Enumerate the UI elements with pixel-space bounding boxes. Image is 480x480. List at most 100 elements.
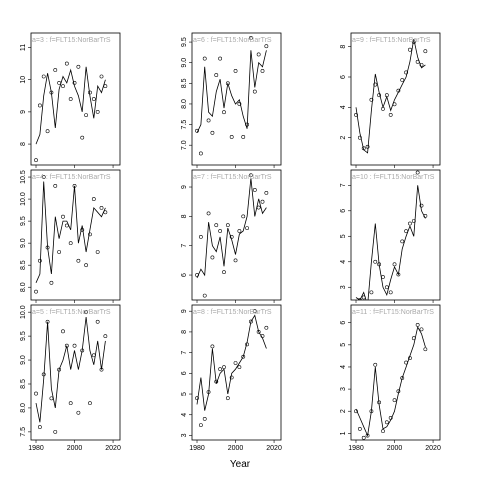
data-point <box>68 241 73 246</box>
x-tick-label: 2020 <box>425 445 441 452</box>
data-point <box>233 258 238 263</box>
data-point <box>103 334 108 339</box>
data-point <box>72 183 77 188</box>
data-point <box>34 158 38 163</box>
x-tick-label: 2020 <box>105 445 121 452</box>
data-point <box>423 347 428 352</box>
data-point <box>404 70 408 75</box>
data-point <box>210 344 215 349</box>
data-point <box>80 228 85 232</box>
data-point <box>198 423 203 427</box>
data-line <box>355 325 426 438</box>
data-point <box>249 173 253 178</box>
data-point <box>37 103 42 108</box>
data-point <box>61 84 65 89</box>
data-point <box>198 235 203 239</box>
data-point <box>214 73 219 77</box>
panel: a=8 : f=FLT15:NorBarTrS 3 4 5 6 7 8 9 1980 2000 20… <box>181 304 282 452</box>
y-tick-label: 2 <box>340 409 347 413</box>
data-point <box>373 82 378 87</box>
data-point <box>264 44 269 49</box>
y-tick-label: 6 <box>181 273 188 277</box>
data-point <box>95 250 100 254</box>
y-tick-label: 9 <box>20 110 27 114</box>
data-point <box>256 205 261 210</box>
panel-title: a=6 : f=FLT15:NorBarTrS <box>193 37 272 44</box>
y-tick-label: 8 <box>340 45 347 49</box>
x-tick-label: 1980 <box>348 445 364 452</box>
data-point <box>408 47 412 52</box>
panel: a=11 : f=FLT15:NorBarTrS 1 2 3 4 5 6 1980 2000 20… <box>340 304 441 452</box>
data-point <box>373 259 378 264</box>
data-line <box>355 39 426 154</box>
data-point <box>369 97 374 102</box>
data-point <box>411 336 416 341</box>
data-point <box>400 78 405 82</box>
panel: a=5 : f=FLT15:NorBarTrS 7.5 8.0 8.5 9.0 9.5 10… <box>20 304 121 452</box>
data-point <box>377 93 382 98</box>
data-point <box>99 74 104 79</box>
data-point <box>225 396 230 401</box>
data-point <box>411 219 416 223</box>
y-tick-label: 8.5 <box>20 379 27 389</box>
panel-title: a=7 : f=FLT15:NorBarTrS <box>193 174 272 181</box>
y-tick-label: 1 <box>340 431 347 435</box>
data-line <box>355 185 426 300</box>
data-point <box>202 56 207 61</box>
data-line <box>35 316 106 423</box>
data-point <box>419 203 424 208</box>
y-tick-label: 6 <box>340 209 347 213</box>
panel-title: a=3 : f=FLT15:NorBarTrS <box>32 37 111 44</box>
data-point <box>419 327 424 332</box>
data-point <box>400 376 405 380</box>
plot-area: a=7 : f=FLT15:NorBarTrS <box>193 173 272 298</box>
data-point <box>91 97 96 101</box>
data-point <box>210 255 215 260</box>
panel: a=6 : f=FLT15:NorBarTrS 7.0 7.5 8.0 8.5 9.0 9.… <box>181 32 282 168</box>
data-point <box>222 270 226 275</box>
data-point <box>419 62 424 67</box>
plot-area: a=10 : f=FLT15:NorBarTrS <box>352 170 435 300</box>
x-tick-label: 2000 <box>387 445 403 452</box>
data-point <box>392 398 397 403</box>
data-point <box>369 409 374 414</box>
data-point <box>396 88 401 93</box>
data-point <box>222 365 226 370</box>
data-point <box>415 170 420 175</box>
data-point <box>88 90 92 95</box>
panel-title: a=8 : f=FLT15:NorBarTrS <box>193 309 272 316</box>
data-point <box>53 429 58 434</box>
data-point <box>252 188 257 192</box>
y-tick-label: 3 <box>181 433 188 437</box>
data-point <box>76 410 81 415</box>
data-point <box>233 69 238 73</box>
panel-border <box>30 169 121 301</box>
panel-border <box>191 304 282 441</box>
data-point <box>218 367 223 372</box>
data-point <box>388 290 393 295</box>
data-point <box>381 106 385 111</box>
data-point <box>88 401 92 406</box>
x-axis-label: Year <box>230 459 251 470</box>
data-point <box>229 135 234 139</box>
x-tick-label: 2000 <box>67 445 83 452</box>
y-tick-label: 9 <box>181 185 188 189</box>
data-point <box>37 425 42 429</box>
data-point <box>95 319 100 324</box>
data-point <box>396 389 401 394</box>
data-point <box>415 323 420 327</box>
x-tick-label: 1980 <box>28 445 44 452</box>
y-tick-label: 4 <box>181 413 188 417</box>
y-tick-label: 10.0 <box>20 305 27 319</box>
data-point <box>45 129 50 134</box>
panel-title: a=10 : f=FLT15:NorBarTrS <box>352 174 435 181</box>
y-tick-label: 10 <box>20 76 27 84</box>
data-point <box>45 245 50 250</box>
data-point <box>45 319 50 324</box>
panel-border <box>30 32 121 166</box>
panel-title: a=5 : f=FLT15:NorBarTrS <box>32 309 111 316</box>
data-point <box>57 250 62 254</box>
data-point <box>49 280 54 285</box>
panel-title: a=11 : f=FLT15:NorBarTrS <box>352 309 434 316</box>
plot-area: a=4 : f=FLT15:NorBarTrS <box>32 174 111 294</box>
